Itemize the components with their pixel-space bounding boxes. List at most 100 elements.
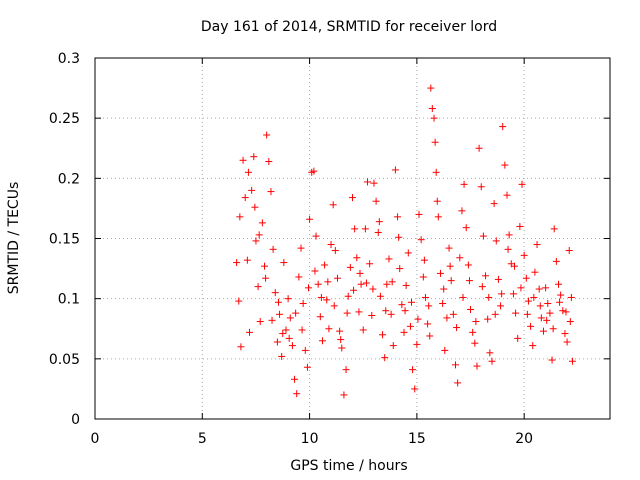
- data-point: [471, 339, 479, 347]
- x-axis-ticks: [94, 58, 525, 419]
- data-point: [546, 309, 554, 317]
- data-point: [298, 326, 306, 334]
- data-point: [550, 225, 558, 233]
- data-point: [291, 375, 299, 383]
- data-point: [531, 268, 539, 276]
- data-point: [559, 307, 567, 315]
- data-point: [427, 84, 435, 92]
- data-point: [267, 188, 275, 196]
- data-point: [482, 272, 490, 280]
- data-point: [282, 326, 290, 334]
- data-point: [563, 338, 571, 346]
- data-point: [357, 280, 365, 288]
- data-point: [355, 308, 363, 316]
- data-point: [368, 312, 376, 320]
- data-point: [369, 285, 377, 293]
- data-point: [434, 213, 442, 221]
- data-point: [530, 293, 538, 301]
- data-point: [248, 186, 256, 194]
- data-point: [271, 289, 279, 297]
- data-point: [398, 301, 406, 309]
- data-point: [306, 215, 314, 223]
- data-point: [441, 346, 449, 354]
- data-point: [243, 256, 251, 264]
- data-point: [421, 293, 429, 301]
- y-axis-tick-labels: 0 0.05 0.1 0.15 0.2 0.25 0.3: [49, 51, 80, 428]
- data-point: [456, 254, 464, 262]
- data-point: [529, 342, 537, 350]
- data-point: [511, 262, 519, 270]
- y-tick-label: 0.2: [58, 171, 80, 187]
- data-point: [400, 328, 408, 336]
- x-tick-label: 0: [91, 431, 100, 447]
- data-point: [235, 297, 243, 305]
- data-point: [501, 161, 509, 169]
- data-point: [391, 166, 399, 174]
- data-point: [356, 269, 364, 277]
- data-point: [454, 379, 462, 387]
- data-point: [370, 179, 378, 187]
- data-point: [491, 310, 499, 318]
- x-tick-label: 10: [301, 431, 319, 447]
- data-point: [512, 309, 520, 317]
- data-point: [509, 290, 517, 298]
- data-point: [389, 342, 397, 350]
- data-point: [439, 299, 447, 307]
- data-point: [536, 302, 544, 310]
- data-point: [396, 265, 404, 273]
- data-point: [555, 280, 562, 288]
- data-point: [310, 167, 318, 175]
- data-point: [443, 314, 451, 322]
- data-point: [362, 279, 370, 287]
- x-tick-label: 20: [515, 431, 533, 447]
- y-axis-label: SRMTID / TECUs: [6, 182, 22, 295]
- data-point: [295, 273, 303, 281]
- data-point: [395, 233, 403, 241]
- data-point: [428, 105, 436, 113]
- data-point: [350, 286, 358, 294]
- data-point: [414, 315, 422, 323]
- data-point: [533, 241, 541, 249]
- data-point: [549, 325, 557, 333]
- data-point: [349, 194, 356, 202]
- data-point: [516, 222, 524, 230]
- data-point: [274, 298, 282, 306]
- data-point: [276, 310, 284, 318]
- data-point: [431, 138, 439, 146]
- data-point: [316, 313, 324, 321]
- data-point: [537, 314, 545, 322]
- data-point: [498, 290, 506, 298]
- data-point: [246, 328, 253, 336]
- data-point: [411, 385, 419, 393]
- data-point: [523, 310, 531, 318]
- data-point: [472, 318, 480, 326]
- data-point: [273, 338, 281, 346]
- data-point: [288, 342, 296, 350]
- data-point: [485, 293, 493, 301]
- data-point: [426, 332, 434, 340]
- data-point: [522, 274, 530, 282]
- data-point: [346, 263, 354, 271]
- data-point: [445, 244, 453, 252]
- data-point: [458, 207, 466, 215]
- data-point: [475, 144, 483, 152]
- data-point: [318, 337, 326, 345]
- data-point: [556, 298, 564, 306]
- data-point: [351, 225, 359, 233]
- data-point: [286, 314, 294, 322]
- data-point: [258, 219, 266, 227]
- data-point: [361, 225, 369, 233]
- data-point: [366, 260, 374, 268]
- data-point: [552, 257, 560, 265]
- data-point: [241, 194, 249, 202]
- data-point: [517, 284, 525, 292]
- data-point: [557, 291, 565, 299]
- data-point: [305, 284, 313, 292]
- scatter-points: [233, 84, 576, 399]
- data-point: [297, 244, 305, 252]
- data-point: [333, 274, 341, 282]
- data-point: [561, 330, 569, 338]
- data-point: [299, 299, 307, 307]
- data-point: [460, 180, 468, 188]
